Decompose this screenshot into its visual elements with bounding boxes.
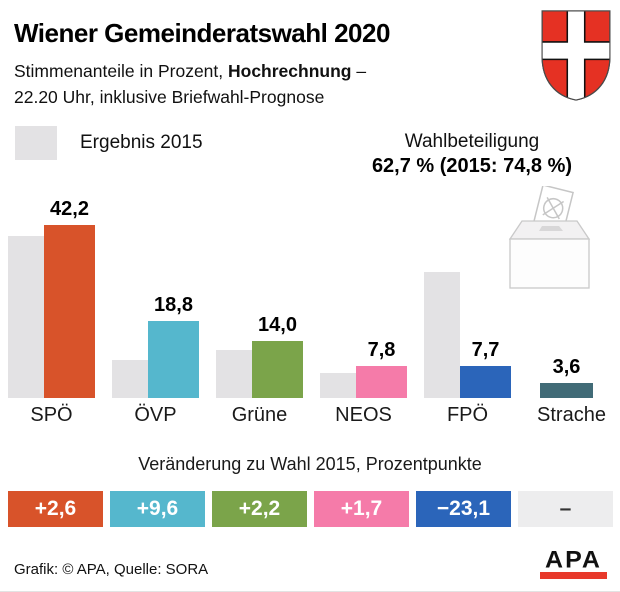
value-label-FPÖ: 7,7 [471,339,500,361]
change-box-Grüne: +2,2 [212,491,307,527]
category-label-SPÖ: SPÖ [30,404,73,426]
subtitle-bold: Hochrechnung [228,61,352,81]
bar-2015-NEOS [320,373,356,398]
value-label-ÖVP: 18,8 [154,294,193,316]
bar-2020-NEOS [356,366,407,398]
bar-2020-Strache [540,383,593,398]
change-box-SPÖ: +2,6 [8,491,103,527]
apa-logo: APA [540,548,607,579]
bar-2015-Grüne [216,350,252,398]
bar-2015-FPÖ [424,272,460,398]
category-labels: SPÖ ÖVP Grüne NEOS FPÖ Strache [0,404,620,430]
bar-2020-SPÖ [44,225,95,398]
vienna-coat-of-arms-icon [541,10,611,101]
change-box-NEOS: +1,7 [314,491,409,527]
value-label-NEOS: 7,8 [367,339,396,361]
category-label-Strache: Strache [537,404,606,426]
category-label-NEOS: NEOS [335,404,392,426]
bar-2020-Grüne [252,341,303,398]
change-box-ÖVP: +9,6 [110,491,205,527]
credit-text: Grafik: © APA, Quelle: SORA [14,561,209,578]
value-label-Strache: 3,6 [552,356,581,378]
legend: Ergebnis 2015 [15,126,203,160]
bar-2020-ÖVP [148,321,199,398]
subtitle-suffix: – [351,61,367,81]
subtitle: Stimmenanteile in Prozent, Hochrechnung … [14,58,484,110]
legend-label: Ergebnis 2015 [80,132,203,153]
category-label-FPÖ: FPÖ [446,404,489,426]
category-label-ÖVP: ÖVP [134,404,177,426]
category-label-Grüne: Grüne [231,404,288,426]
turnout-label: Wahlbeteiligung [404,131,540,152]
ballot-box-icon [508,186,591,289]
bar-2015-SPÖ [8,236,44,398]
value-label-SPÖ: 42,2 [50,198,89,220]
change-boxes: +2,6 +9,6 +2,2 +1,7 −23,1– [0,491,620,527]
apa-logo-text: APA [545,546,602,574]
turnout-block: Wahlbeteiligung 62,7 % (2015: 74,8 %) [352,131,592,178]
apa-logo-bar [540,572,607,579]
value-label-Grüne: 14,0 [258,314,297,336]
bar-2015-ÖVP [112,360,148,398]
change-box-Strache: – [518,491,613,527]
bar-chart: 42,2 18,8 14,0 7,8 7,7 3,6 [0,190,620,398]
page-title: Wiener Gemeinderatswahl 2020 [14,18,390,48]
subtitle-prefix: Stimmenanteile in Prozent, [14,61,228,81]
turnout-value: 62,7 % (2015: 74,8 %) [371,155,573,177]
change-box-FPÖ: −23,1 [416,491,511,527]
legend-swatch-2015 [15,126,57,160]
bar-2020-FPÖ [460,366,511,398]
subtitle-line2: 22.20 Uhr, inklusive Briefwahl-Prognose [14,87,325,107]
changes-caption: Veränderung zu Wahl 2015, Prozentpunkte [138,454,482,474]
